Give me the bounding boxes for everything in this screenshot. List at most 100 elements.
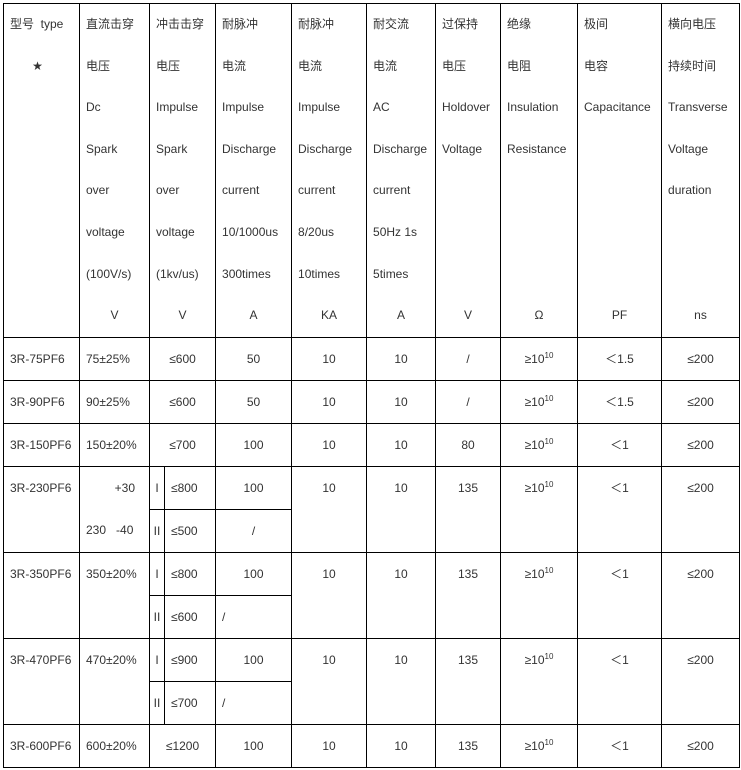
header-column: 耐脉冲 电流 Impulse Discharge current 8/20us 10time… bbox=[291, 3, 368, 338]
duration-cell: ≤200 bbox=[661, 551, 741, 639]
header-line: Voltage bbox=[668, 141, 709, 156]
header-line: Resistance bbox=[507, 141, 567, 156]
header-line: 50Hz 1s bbox=[373, 224, 418, 239]
header-line: Spark bbox=[156, 141, 188, 156]
header-line: Holdover bbox=[442, 100, 491, 115]
dc-spark-value: 600±20% bbox=[86, 738, 137, 753]
discharge-a-cell: 100 bbox=[215, 723, 293, 768]
header-line: voltage bbox=[86, 224, 125, 239]
holdover-cell: 135 bbox=[435, 551, 502, 639]
header-line bbox=[507, 212, 577, 254]
ac-discharge-cell: 10 bbox=[366, 723, 437, 768]
header-line: Spark bbox=[86, 141, 118, 156]
insulation-cell: ≥1010 bbox=[500, 723, 579, 768]
header-line: Insulation bbox=[507, 100, 559, 115]
header-line bbox=[584, 254, 661, 296]
insulation-base: ≥10 bbox=[524, 652, 545, 667]
header-line: 电压 bbox=[156, 58, 181, 73]
discharge-a-cell: / bbox=[215, 508, 293, 553]
header-unit: V bbox=[110, 308, 119, 323]
discharge-a-cell: / bbox=[215, 594, 293, 639]
header-line: 300times bbox=[222, 266, 271, 281]
table-row: 3R-230PF6 +30 230 -40 I ≤800 100 10 10 135 ≥1010 ＜… bbox=[3, 465, 741, 553]
discharge-ka-cell: 10 bbox=[291, 551, 368, 639]
header-line: current bbox=[298, 183, 336, 198]
insulation-cell: ≥1010 bbox=[500, 465, 579, 553]
impulse-spark-cell: ≤1200 bbox=[148, 723, 217, 768]
discharge-ka-cell: 10 bbox=[291, 336, 368, 381]
header-line: 冲击击穿 bbox=[156, 17, 205, 31]
impulse-spark-cell: ≤700 bbox=[163, 680, 217, 725]
insulation-exponent: 10 bbox=[544, 737, 554, 747]
capacitance-cell: ＜1.5 bbox=[577, 336, 663, 381]
header-line: 10times bbox=[298, 266, 341, 281]
insulation-base: ≥10 bbox=[524, 738, 545, 753]
dc-spark-cell: 75±25% bbox=[79, 336, 150, 381]
dc-spark-value: +30 bbox=[114, 480, 135, 495]
header-unit: PF bbox=[611, 308, 628, 323]
header-line: 10/1000us bbox=[222, 224, 279, 239]
impulse-grade: I bbox=[149, 551, 165, 596]
header-line bbox=[584, 212, 661, 254]
header-line: 绝缘 bbox=[507, 17, 532, 31]
header-line: 电压 bbox=[86, 58, 111, 73]
header-line: 横向电压 bbox=[668, 17, 717, 31]
insulation-base: ≥10 bbox=[524, 566, 545, 581]
discharge-a-cell: / bbox=[215, 680, 293, 725]
insulation-base: ≥10 bbox=[524, 480, 545, 495]
header-line: Discharge bbox=[373, 141, 428, 156]
dc-spark-value: 75±25% bbox=[86, 351, 130, 366]
dc-spark-value: 470±20% bbox=[86, 652, 137, 667]
header-column: 横向电压 持续时间 Transverse Voltage duration ns bbox=[661, 3, 741, 338]
header-line: Dc bbox=[86, 100, 101, 115]
header-column: 过保持 电压 Holdover Voltage V bbox=[435, 3, 502, 338]
model-cell: 3R-150PF6 bbox=[3, 422, 80, 467]
insulation-cell: ≥1010 bbox=[500, 551, 579, 639]
model-cell: 3R-230PF6 bbox=[3, 465, 80, 553]
holdover-cell: 135 bbox=[435, 723, 502, 768]
discharge-ka-cell: 10 bbox=[291, 379, 368, 424]
header-column: 冲击击穿 电压 Impulse Spark over voltage (1kv/us) V bbox=[148, 3, 217, 338]
insulation-base: ≥10 bbox=[524, 394, 545, 409]
header-line: 型号 type bbox=[10, 17, 64, 31]
insulation-base: ≥10 bbox=[524, 351, 545, 366]
impulse-spark-cell: ≤900 bbox=[163, 637, 217, 682]
header-column: 极间 电容 Capacitance PF bbox=[577, 3, 663, 338]
header-line: current bbox=[222, 183, 260, 198]
holdover-cell: / bbox=[435, 379, 502, 424]
header-line: current bbox=[373, 183, 411, 198]
discharge-a-cell: 100 bbox=[215, 422, 293, 467]
header-line: 电流 bbox=[298, 58, 323, 73]
header-line: 电压 bbox=[442, 58, 467, 73]
header-unit: A bbox=[397, 308, 406, 323]
header-unit: V bbox=[464, 308, 473, 323]
ac-discharge-cell: 10 bbox=[366, 422, 437, 467]
holdover-cell: 80 bbox=[435, 422, 502, 467]
capacitance-cell: ＜1 bbox=[577, 465, 663, 553]
header-line: over bbox=[86, 183, 110, 198]
model-cell: 3R-470PF6 bbox=[3, 637, 80, 725]
header-line: 耐交流 bbox=[373, 17, 410, 31]
insulation-exponent: 10 bbox=[544, 565, 554, 575]
dc-spark-cell: 600±20% bbox=[79, 723, 150, 768]
impulse-spark-cell: ≤700 bbox=[148, 422, 217, 467]
insulation-cell: ≥1010 bbox=[500, 637, 579, 725]
discharge-ka-cell: 10 bbox=[291, 422, 368, 467]
header-line: duration bbox=[668, 183, 712, 198]
header-line bbox=[442, 254, 500, 296]
model-cell: 3R-350PF6 bbox=[3, 551, 80, 639]
header-line bbox=[442, 212, 500, 254]
impulse-spark-cell: ≤600 bbox=[148, 336, 217, 381]
ac-discharge-cell: 10 bbox=[366, 465, 437, 553]
header-line: 5times bbox=[373, 266, 409, 281]
dc-spark-value: 90±25% bbox=[86, 394, 130, 409]
header-line: 直流击穿 bbox=[86, 17, 135, 31]
impulse-spark-cell: ≤500 bbox=[163, 508, 217, 553]
discharge-ka-cell: 10 bbox=[291, 723, 368, 768]
header-line bbox=[668, 212, 739, 254]
impulse-spark-cell: ≤600 bbox=[163, 594, 217, 639]
header-line: 电流 bbox=[373, 58, 398, 73]
header-line: over bbox=[156, 183, 180, 198]
header-line: 电流 bbox=[222, 58, 247, 73]
dc-spark-value: 230 -40 bbox=[86, 522, 134, 537]
